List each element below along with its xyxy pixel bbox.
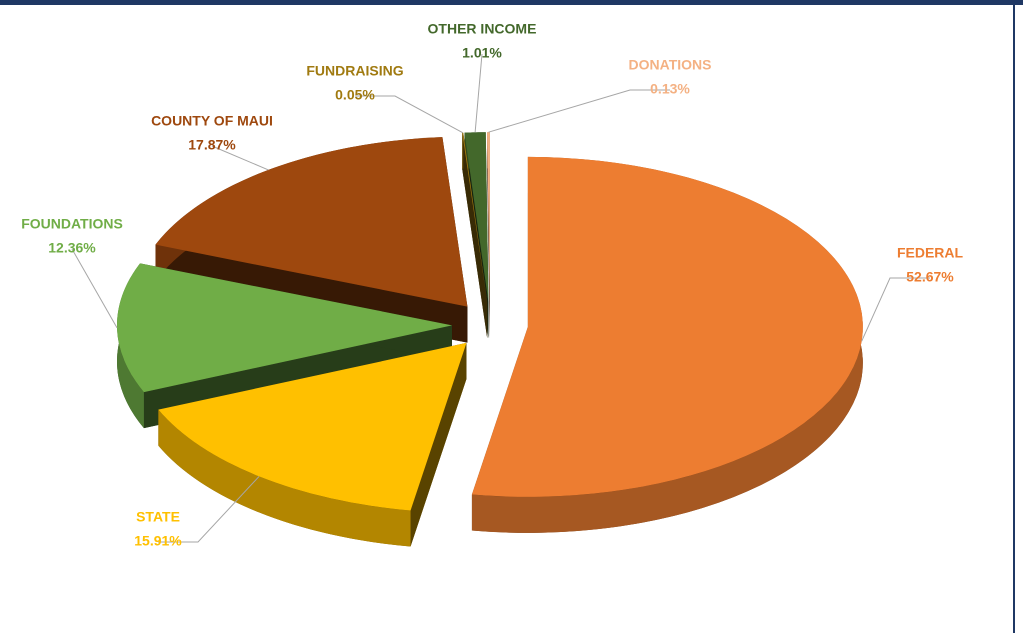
category-label: COUNTY OF MAUI — [151, 113, 273, 129]
right-border — [1013, 0, 1015, 633]
slice-top — [464, 132, 489, 303]
category-label: FOUNDATIONS — [21, 216, 123, 232]
category-label: STATE — [136, 509, 180, 525]
leader-line — [861, 277, 930, 342]
value-label: 1.01% — [462, 45, 502, 61]
slice-edge — [463, 132, 488, 339]
slice-wall — [158, 409, 411, 547]
slice — [155, 137, 468, 343]
slice-top — [158, 342, 467, 511]
slice-top — [462, 132, 488, 303]
leader-line — [158, 476, 260, 543]
slice-top — [117, 263, 453, 393]
value-label: 17.87% — [188, 137, 236, 153]
slice-top — [471, 156, 863, 497]
leader-line — [488, 89, 670, 133]
slice-wall — [462, 132, 464, 169]
top-border — [0, 0, 1023, 5]
category-label: FEDERAL — [897, 245, 964, 261]
leader-line — [211, 145, 269, 171]
leader-line — [474, 53, 483, 133]
category-label: DONATIONS — [629, 57, 712, 73]
slice-top — [155, 137, 468, 307]
value-label: 0.05% — [335, 87, 375, 103]
value-label: 12.36% — [48, 240, 96, 256]
category-label: FUNDRAISING — [306, 63, 403, 79]
slice-edge — [487, 132, 490, 339]
leader-line — [355, 95, 463, 134]
slice-edge — [410, 342, 467, 547]
slice-top — [487, 132, 490, 303]
slice — [471, 156, 863, 533]
value-label: 0.13% — [650, 81, 690, 97]
slice — [462, 132, 488, 339]
slice — [487, 132, 490, 339]
category-label: OTHER INCOME — [428, 21, 537, 37]
value-label: 52.67% — [906, 269, 954, 285]
slice — [158, 342, 467, 547]
leader-line — [71, 248, 118, 329]
value-label: 15.91% — [134, 533, 182, 549]
